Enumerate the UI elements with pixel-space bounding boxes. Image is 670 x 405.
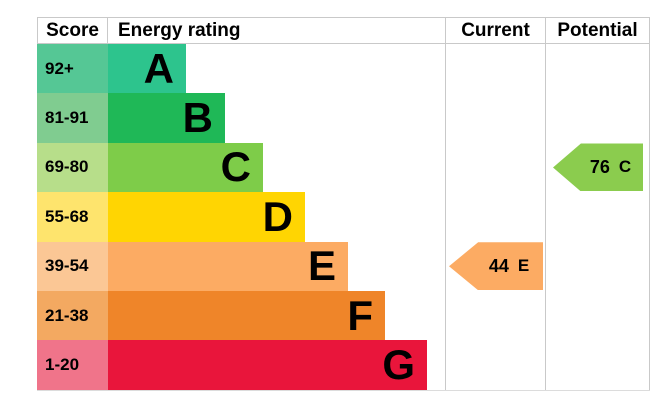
rating-cell: C — [108, 142, 445, 193]
current-cell — [445, 340, 545, 390]
rating-row-b: 81-91 B — [37, 93, 650, 143]
rating-row-c: 69-80 C 76 C — [37, 142, 650, 193]
potential-rating-arrow: 76 C — [553, 143, 643, 192]
rating-cell: A — [108, 44, 445, 94]
score-cell: 81-91 — [37, 93, 108, 143]
rating-bar: B — [108, 93, 225, 143]
score-header: Score — [37, 18, 108, 43]
score-cell: 92+ — [37, 44, 108, 94]
rating-letter: C — [220, 143, 251, 191]
rating-bar: E — [108, 241, 348, 291]
rating-row-f: 21-38 F — [37, 290, 650, 341]
rating-row-d: 55-68 D — [37, 192, 650, 242]
rating-bar: A — [108, 44, 186, 94]
rating-cell: G — [108, 340, 445, 390]
score-cell: 39-54 — [37, 241, 108, 291]
rating-letter: D — [262, 192, 293, 240]
current-cell — [445, 93, 545, 143]
potential-cell — [545, 241, 650, 291]
score-cell: 21-38 — [37, 290, 108, 341]
energy-rating-header: Energy rating — [118, 19, 241, 41]
score-cell: 1-20 — [37, 340, 108, 390]
current-header: Current — [445, 18, 545, 43]
current-cell — [445, 290, 545, 341]
rating-cell: F — [108, 290, 445, 341]
rating-row-a: 92+ A — [37, 44, 650, 94]
table-header: Score Energy rating Current Potential — [37, 17, 650, 44]
rating-cell: D — [108, 192, 445, 242]
rating-bar: F — [108, 290, 385, 341]
rating-letter: B — [182, 94, 213, 142]
rating-bar: D — [108, 192, 305, 242]
potential-cell — [545, 192, 650, 242]
rating-row-g: 1-20 G — [37, 340, 650, 390]
score-cell: 69-80 — [37, 142, 108, 193]
potential-cell — [545, 340, 650, 390]
current-value: 44 — [488, 255, 509, 276]
rating-row-e: 39-54 E 44 E — [37, 241, 650, 291]
potential-header: Potential — [545, 18, 650, 43]
potential-value: 76 — [589, 156, 610, 177]
rating-bar: C — [108, 142, 263, 193]
potential-cell — [545, 290, 650, 341]
current-cell — [445, 142, 545, 193]
rating-cell: B — [108, 93, 445, 143]
current-cell — [445, 44, 545, 94]
potential-cell: 76 C — [545, 142, 650, 193]
potential-cell — [545, 93, 650, 143]
current-cell: 44 E — [445, 241, 545, 291]
score-cell: 55-68 — [37, 192, 108, 242]
current-rating-arrow: 44 E — [449, 242, 543, 291]
epc-rating-chart: Score Energy rating Current Potential 92… — [37, 17, 650, 391]
rating-letter: F — [347, 291, 373, 339]
rating-rows: 92+ A 81-91 B 69-80 C 76 C — [37, 44, 650, 391]
rating-letter: G — [382, 341, 415, 389]
rating-letter: A — [143, 44, 174, 92]
rating-bar: G — [108, 340, 427, 390]
potential-letter: C — [618, 157, 632, 177]
current-cell — [445, 192, 545, 242]
rating-cell: E — [108, 241, 445, 291]
potential-cell — [545, 44, 650, 94]
rating-letter: E — [307, 242, 336, 290]
current-letter: E — [517, 256, 530, 276]
